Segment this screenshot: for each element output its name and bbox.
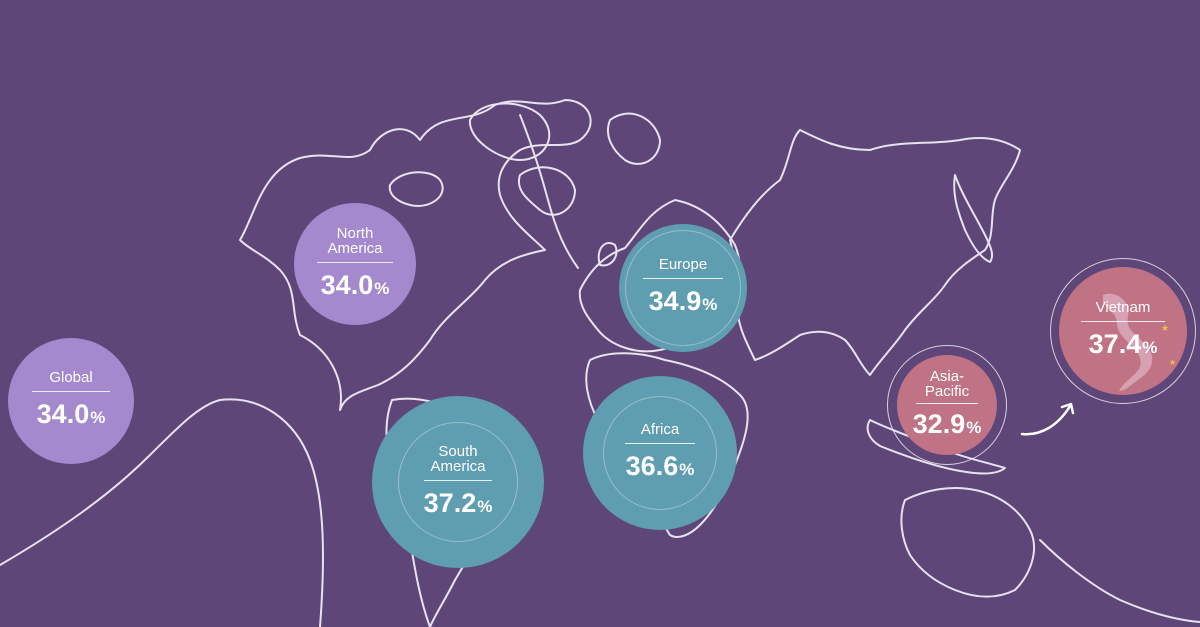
region-bubble-africa: Africa 36.6%: [583, 376, 737, 530]
divider: [916, 402, 978, 404]
region-bubble-north-america: North America 34.0%: [294, 203, 416, 325]
region-name: North America: [327, 224, 383, 257]
region-value: 32.9%: [912, 408, 982, 439]
region-name: Vietnam: [1095, 299, 1151, 316]
region-value: 34.0%: [320, 269, 390, 300]
inner-ring: [398, 422, 518, 542]
svg-text:★: ★: [1161, 324, 1169, 334]
region-value: 34.0%: [36, 399, 106, 429]
region-name: Asia- Pacific: [924, 367, 970, 400]
divider: [31, 391, 111, 392]
region-bubble-asia-pacific: Asia- Pacific 32.9%: [897, 355, 997, 455]
vietnam-map-icon: ★ ★: [1103, 293, 1176, 391]
region-bubble-europe: Europe 34.9%: [619, 224, 747, 352]
inner-ring: [625, 230, 741, 346]
asia-pacific-outer-ring: [887, 345, 1007, 465]
divider: [317, 261, 393, 263]
region-bubble-global: Global 34.0%: [8, 338, 134, 464]
svg-text:★: ★: [1169, 358, 1176, 367]
divider: [1081, 321, 1165, 322]
inner-ring: [603, 396, 717, 510]
vietnam-outer-ring: [1050, 258, 1196, 404]
region-value: 37.4%: [1088, 329, 1158, 359]
region-bubble-vietnam: ★ ★ Vietnam 37.4%: [1059, 267, 1187, 395]
region-name: Global: [49, 369, 93, 386]
region-bubble-south-america: South America 37.2%: [372, 396, 544, 568]
curved-arrow-icon: [1020, 402, 1075, 436]
